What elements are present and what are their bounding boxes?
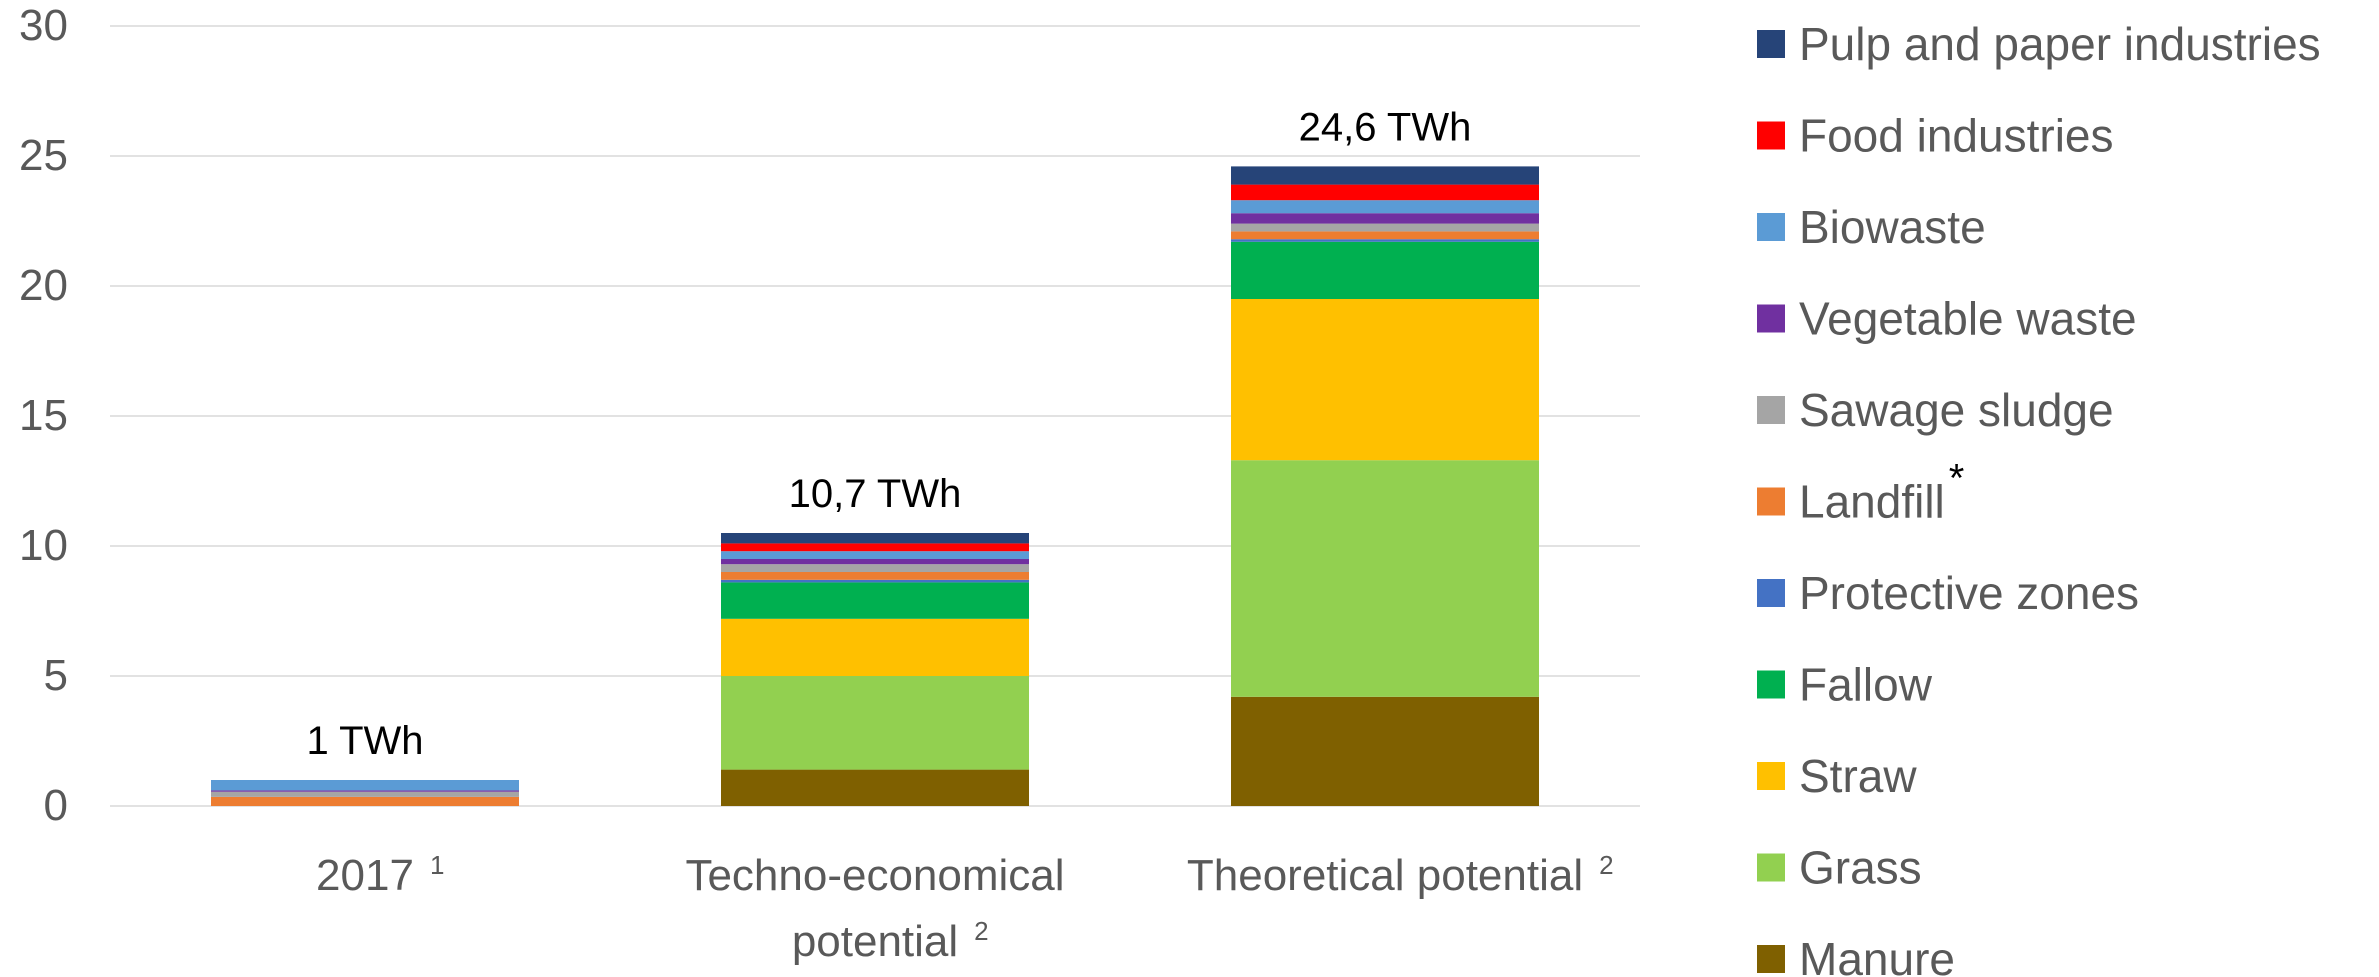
bar-segment-biowaste <box>1231 200 1539 214</box>
bar-segment-vegetable-waste <box>1231 213 1539 224</box>
bar-segment-landfill <box>1231 231 1539 240</box>
bar-segment-sawage-sludge <box>1231 223 1539 232</box>
legend-label: Grass <box>1799 842 1922 894</box>
bar-segment-food-industries <box>1231 184 1539 201</box>
bar-segment-vegetable-waste <box>211 790 519 792</box>
x-tick-label: 2017 <box>316 851 414 900</box>
bar-segment-protective-zones <box>721 579 1029 583</box>
legend-label: Sawage sludge <box>1799 384 2114 436</box>
legend-label: Biowaste <box>1799 201 1986 253</box>
legend-swatch <box>1757 670 1785 699</box>
legend-label: Protective zones <box>1799 567 2139 619</box>
bar-segment-straw <box>721 618 1029 676</box>
bar-segment-pulp-and-paper-industries <box>1231 166 1539 185</box>
legend-swatch <box>1757 853 1785 882</box>
legend-label: Manure <box>1799 933 1955 977</box>
legend-swatch <box>1757 396 1785 424</box>
bar-segment-fallow <box>721 582 1029 619</box>
legend-swatch <box>1757 945 1785 973</box>
bar-segment-sawage-sludge <box>721 564 1029 572</box>
x-tick-label: Theoretical potential <box>1187 851 1583 900</box>
legend-label-marker: * <box>1949 457 1965 501</box>
y-tick-label: 25 <box>19 131 68 180</box>
x-tick-superscript: 2 <box>1599 850 1613 880</box>
bar-segment-vegetable-waste <box>721 559 1029 565</box>
x-tick-label: potential <box>792 917 958 966</box>
bar-segment-landfill <box>211 796 519 806</box>
legend-label: Pulp and paper industries <box>1799 18 2321 70</box>
legend-label: Straw <box>1799 750 1917 802</box>
bar-segment-straw <box>1231 299 1539 461</box>
bar-segment-biowaste <box>721 551 1029 559</box>
legend-swatch <box>1757 762 1785 790</box>
legend-swatch <box>1757 304 1785 333</box>
legend-label: Fallow <box>1799 659 1933 711</box>
y-tick-label: 10 <box>19 521 68 570</box>
bar-total-label: 1 TWh <box>306 719 423 763</box>
bar-segment-fallow <box>1231 241 1539 299</box>
bar-segment-landfill <box>721 572 1029 580</box>
x-tick-superscript: 2 <box>974 916 988 946</box>
y-tick-label: 0 <box>44 781 68 830</box>
bar-total-label: 24,6 TWh <box>1299 105 1472 149</box>
legend-swatch <box>1757 487 1785 516</box>
legend-swatch <box>1757 213 1785 241</box>
bar-segment-grass <box>721 676 1029 770</box>
x-tick-label: Techno-economical <box>685 851 1064 900</box>
bar-segment-biowaste <box>211 780 519 791</box>
bar-total-label: 10,7 TWh <box>789 472 962 516</box>
legend-label: Vegetable waste <box>1799 293 2137 345</box>
bar-segment-manure <box>721 769 1029 806</box>
bar-segment-food-industries <box>721 543 1029 552</box>
y-tick-label: 20 <box>19 261 68 310</box>
legend-swatch <box>1757 121 1785 150</box>
bar-segment-manure <box>1231 696 1539 806</box>
legend-swatch <box>1757 30 1785 58</box>
bar-segment-sawage-sludge <box>211 791 519 797</box>
y-tick-label: 15 <box>19 391 68 440</box>
bar-segment-pulp-and-paper-industries <box>721 533 1029 544</box>
legend-label: Landfill <box>1799 476 1945 528</box>
bar-segment-protective-zones <box>1231 239 1539 242</box>
legend-swatch <box>1757 579 1785 607</box>
x-tick-superscript: 1 <box>430 850 444 880</box>
bar-segment-grass <box>1231 460 1539 697</box>
legend-label: Food industries <box>1799 110 2114 162</box>
y-tick-label: 5 <box>44 651 68 700</box>
y-tick-label: 30 <box>19 1 68 50</box>
